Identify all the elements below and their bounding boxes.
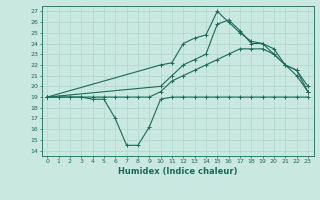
X-axis label: Humidex (Indice chaleur): Humidex (Indice chaleur) xyxy=(118,167,237,176)
